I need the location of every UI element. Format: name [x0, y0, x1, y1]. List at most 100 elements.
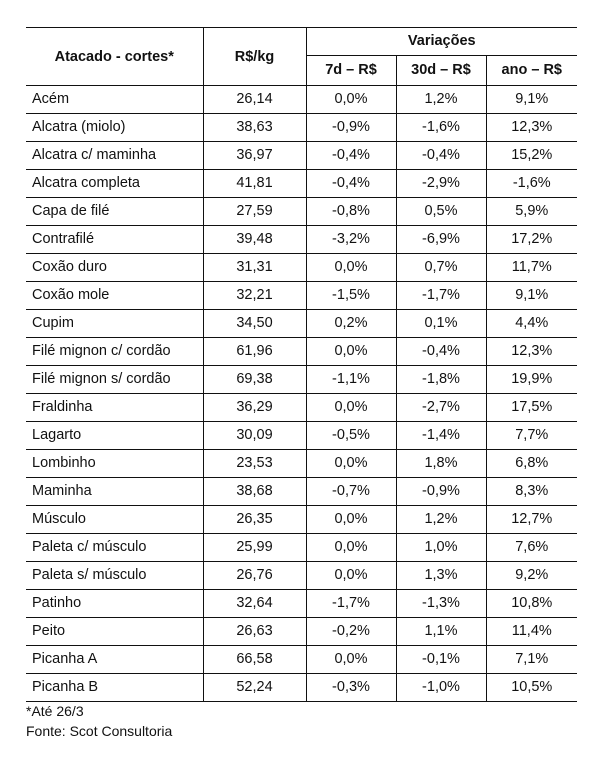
variation-7d-cell: 0,0%: [305, 85, 397, 114]
variation-year-cell: 11,4%: [485, 617, 578, 646]
price-cell: 41,81: [202, 169, 307, 198]
variation-7d-cell: 0,0%: [305, 561, 397, 590]
variation-30d-cell: -1,6%: [395, 113, 487, 142]
variation-year-cell: 17,5%: [485, 393, 578, 422]
variation-30d-cell: 1,0%: [395, 533, 487, 562]
cut-name-cell: Filé mignon s/ cordão: [26, 365, 204, 394]
header-variation-year: ano – R$: [485, 55, 578, 86]
cut-name-cell: Coxão mole: [26, 281, 204, 310]
variation-year-cell: 10,8%: [485, 589, 578, 618]
cut-name-cell: Capa de filé: [26, 197, 204, 226]
table-row: Lombinho 23,53 0,0% 1,8% 6,8%: [26, 449, 578, 478]
variation-30d-cell: -1,3%: [395, 589, 487, 618]
price-cell: 38,68: [202, 477, 307, 506]
variation-7d-cell: 0,0%: [305, 505, 397, 534]
table-row: Filé mignon s/ cordão 69,38 -1,1% -1,8% 19,9…: [26, 365, 578, 394]
cut-name-cell: Alcatra (miolo): [26, 113, 204, 142]
table-row: Picanha A 66,58 0,0% -0,1% 7,1%: [26, 645, 578, 674]
table-row: Peito 26,63 -0,2% 1,1% 11,4%: [26, 617, 578, 646]
price-cell: 25,99: [202, 533, 307, 562]
variation-year-cell: 15,2%: [485, 141, 578, 170]
variation-year-cell: 8,3%: [485, 477, 578, 506]
variation-30d-cell: -1,8%: [395, 365, 487, 394]
cut-name-cell: Picanha B: [26, 673, 204, 702]
table-row: Capa de filé 27,59 -0,8% 0,5% 5,9%: [26, 197, 578, 226]
price-cell: 23,53: [202, 449, 307, 478]
variation-7d-cell: 0,0%: [305, 253, 397, 282]
variation-year-cell: 12,3%: [485, 113, 578, 142]
cut-name-cell: Contrafilé: [26, 225, 204, 254]
price-cell: 36,29: [202, 393, 307, 422]
cut-name-cell: Lagarto: [26, 421, 204, 450]
variation-30d-cell: -6,9%: [395, 225, 487, 254]
variation-30d-cell: -2,9%: [395, 169, 487, 198]
source-credit: Fonte: Scot Consultoria: [26, 723, 173, 739]
variation-30d-cell: -0,4%: [395, 141, 487, 170]
variation-year-cell: 7,1%: [485, 645, 578, 674]
variation-30d-cell: -0,4%: [395, 337, 487, 366]
cut-name-cell: Acém: [26, 85, 204, 114]
table-row: Lagarto 30,09 -0,5% -1,4% 7,7%: [26, 421, 578, 450]
cut-name-cell: Fraldinha: [26, 393, 204, 422]
variation-year-cell: 5,9%: [485, 197, 578, 226]
variation-7d-cell: -0,9%: [305, 113, 397, 142]
variation-year-cell: 9,1%: [485, 85, 578, 114]
variation-year-cell: 19,9%: [485, 365, 578, 394]
price-cell: 66,58: [202, 645, 307, 674]
variation-30d-cell: -1,7%: [395, 281, 487, 310]
header-variation-30d: 30d – R$: [395, 55, 487, 86]
table-notes: *Até 26/3 Fonte: Scot Consultoria: [26, 701, 172, 741]
cut-name-cell: Lombinho: [26, 449, 204, 478]
variation-year-cell: 4,4%: [485, 309, 578, 338]
variation-7d-cell: -1,7%: [305, 589, 397, 618]
wholesale-cuts-table: Atacado - cortes* R$/kg Variações 7d – R…: [26, 27, 578, 702]
price-cell: 31,31: [202, 253, 307, 282]
cut-name-cell: Peito: [26, 617, 204, 646]
price-cell: 26,76: [202, 561, 307, 590]
table-row: Músculo 26,35 0,0% 1,2% 12,7%: [26, 505, 578, 534]
price-cell: 36,97: [202, 141, 307, 170]
variation-30d-cell: -0,1%: [395, 645, 487, 674]
variation-7d-cell: -0,4%: [305, 169, 397, 198]
table-row: Paleta s/ músculo 26,76 0,0% 1,3% 9,2%: [26, 561, 578, 590]
cut-name-cell: Alcatra c/ maminha: [26, 141, 204, 170]
variation-year-cell: 17,2%: [485, 225, 578, 254]
variation-year-cell: 7,6%: [485, 533, 578, 562]
price-cell: 26,63: [202, 617, 307, 646]
cut-name-cell: Músculo: [26, 505, 204, 534]
header-variation-7d: 7d – R$: [306, 55, 397, 86]
variation-7d-cell: -3,2%: [305, 225, 397, 254]
price-cell: 26,14: [202, 85, 307, 114]
variation-7d-cell: 0,0%: [305, 337, 397, 366]
table-row: Coxão mole 32,21 -1,5% -1,7% 9,1%: [26, 281, 578, 310]
table-row: Fraldinha 36,29 0,0% -2,7% 17,5%: [26, 393, 578, 422]
cut-name-cell: Coxão duro: [26, 253, 204, 282]
cut-name-cell: Patinho: [26, 589, 204, 618]
variation-7d-cell: -1,1%: [305, 365, 397, 394]
cut-name-cell: Filé mignon c/ cordão: [26, 337, 204, 366]
price-cell: 34,50: [202, 309, 307, 338]
header-price-per-kg: R$/kg: [202, 27, 307, 86]
variation-7d-cell: -0,2%: [305, 617, 397, 646]
variation-30d-cell: 1,3%: [395, 561, 487, 590]
variation-year-cell: -1,6%: [485, 169, 578, 198]
header-cut-name: Atacado - cortes*: [26, 27, 204, 86]
table-row: Paleta c/ músculo 25,99 0,0% 1,0% 7,6%: [26, 533, 578, 562]
variation-30d-cell: -1,0%: [395, 673, 487, 702]
price-cell: 26,35: [202, 505, 307, 534]
variation-year-cell: 9,2%: [485, 561, 578, 590]
variation-30d-cell: -0,9%: [395, 477, 487, 506]
header-variations-group: Variações: [305, 27, 578, 56]
variation-30d-cell: 0,5%: [395, 197, 487, 226]
variation-7d-cell: 0,0%: [305, 449, 397, 478]
price-cell: 27,59: [202, 197, 307, 226]
table-row: Alcatra completa 41,81 -0,4% -2,9% -1,6%: [26, 169, 578, 198]
variation-year-cell: 10,5%: [485, 673, 578, 702]
table-row: Filé mignon c/ cordão 61,96 0,0% -0,4% 12,3%: [26, 337, 578, 366]
cut-name-cell: Maminha: [26, 477, 204, 506]
variation-30d-cell: -2,7%: [395, 393, 487, 422]
variation-7d-cell: -0,3%: [305, 673, 397, 702]
cut-name-cell: Paleta s/ músculo: [26, 561, 204, 590]
variation-30d-cell: 1,1%: [395, 617, 487, 646]
variation-7d-cell: 0,0%: [305, 393, 397, 422]
